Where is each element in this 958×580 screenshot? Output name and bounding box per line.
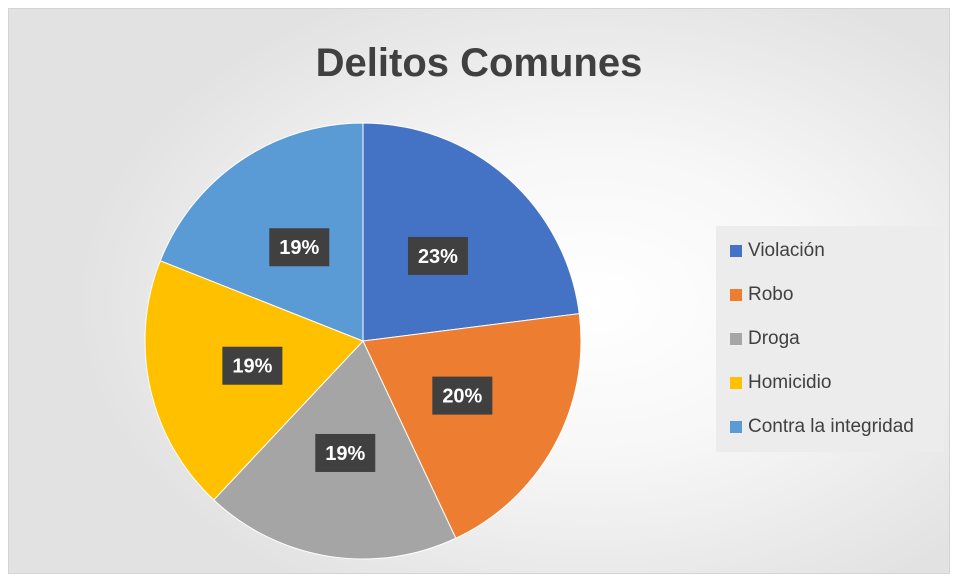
legend-label: Robo <box>748 284 794 305</box>
pie-slice-robo <box>362 313 582 539</box>
legend-swatch <box>730 245 742 257</box>
chart-title: Delitos Comunes <box>315 41 643 85</box>
legend-item-droga: Droga <box>730 324 800 354</box>
pie-slice-violacion <box>362 122 580 342</box>
data-label-homicidio: 19% <box>222 346 283 385</box>
data-label-violacion: 23% <box>407 236 468 275</box>
legend-item-homicidio: Homicidio <box>730 368 831 398</box>
legend-swatch <box>730 289 742 301</box>
legend-label: Violación <box>748 240 825 261</box>
data-label-text: 19% <box>279 237 319 259</box>
legend-label: Contra la integridad <box>748 416 914 437</box>
data-label-box <box>222 346 283 385</box>
data-label-text: 19% <box>232 356 272 378</box>
data-label-box <box>432 376 493 415</box>
data-label-box <box>407 236 468 275</box>
data-label-text: 23% <box>418 246 458 268</box>
legend: Violación Robo Droga Homicidio Contra la… <box>716 226 944 452</box>
pie-slice-contra-la-integridad <box>159 122 364 342</box>
data-label-text: 20% <box>442 386 482 408</box>
data-label-box <box>315 433 376 472</box>
data-label-robo: 20% <box>432 376 493 415</box>
legend-label: Homicidio <box>748 372 832 393</box>
legend-item-robo: Robo <box>730 280 793 310</box>
data-label-text: 19% <box>325 443 365 465</box>
legend-item-violacion: Violación <box>730 236 825 266</box>
legend-swatch <box>730 421 742 433</box>
data-label-box <box>269 228 330 267</box>
legend-swatch <box>730 333 742 345</box>
legend-item-contra-la-integridad: Contra la integridad <box>730 412 914 442</box>
data-label-contra-la-integridad: 19% <box>269 228 330 267</box>
legend-swatch <box>730 377 742 389</box>
data-label-droga: 19% <box>315 433 376 472</box>
legend-label: Droga <box>748 328 800 349</box>
